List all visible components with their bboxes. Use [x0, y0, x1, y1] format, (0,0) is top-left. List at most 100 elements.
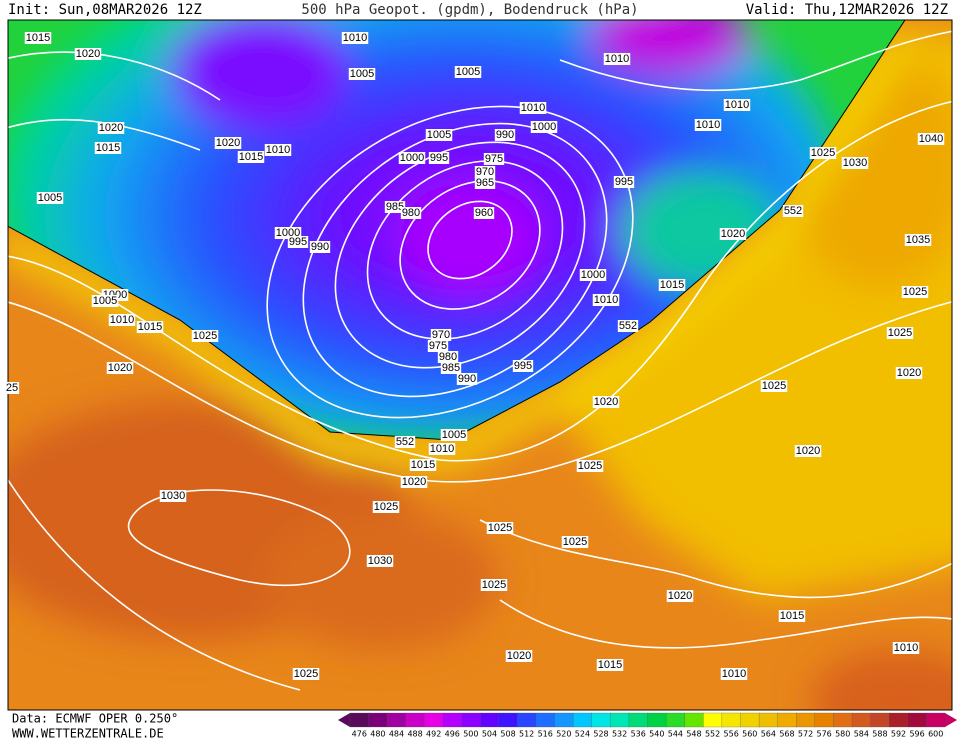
colorbar-label: 492 — [426, 730, 441, 739]
data-source: Data: ECMWF OPER 0.250° — [12, 712, 178, 726]
isobar-label: 552 — [619, 320, 637, 332]
colorbar-label: 512 — [519, 730, 534, 739]
isobar-label-box — [384, 201, 406, 213]
isobar-label-box — [474, 166, 496, 178]
colorbar-cell — [647, 712, 667, 728]
colorbar-cell — [907, 712, 927, 728]
isobar-label: 1020 — [897, 367, 921, 379]
colorbar-cell — [740, 712, 760, 728]
isobar-label-box — [494, 129, 516, 141]
isobars — [8, 30, 952, 691]
colorbar-label: 560 — [742, 730, 757, 739]
colorbar-cell — [926, 712, 946, 728]
colorbar: 476 480 484 488 492 496 500 504 508 512 516 520 524 5… — [338, 712, 957, 739]
isobar-label-box — [519, 102, 547, 114]
isobar-label: 1030 — [368, 555, 392, 567]
colorbar-label: 584 — [854, 730, 869, 739]
isobar-label: 1010 — [894, 642, 918, 654]
isobar-label: 1000 — [581, 269, 605, 281]
isobar-label: 975 — [485, 153, 503, 165]
colorbar-label: 496 — [445, 730, 460, 739]
isobar-label: 980 — [402, 207, 420, 219]
isobar-label-box — [159, 490, 187, 502]
isobar-label: 1010 — [266, 144, 290, 156]
isobar-labels: 1015 1020 1010 1005 1005 1010 1010 1010 1000 1010… — [4, 32, 945, 680]
isobar-label-box — [237, 151, 265, 163]
colorbar-cell — [796, 712, 816, 728]
isobar-label-box — [36, 192, 64, 204]
colorbar-cell — [591, 712, 611, 728]
isobar-label-box — [617, 320, 639, 332]
isobar-label: 1010 — [722, 668, 746, 680]
colorbar-label: 524 — [575, 730, 590, 739]
isobar-label: 970 — [432, 329, 450, 341]
isobar-label-box — [505, 650, 533, 662]
isobar-label-box — [440, 362, 462, 374]
colorbar-label: 520 — [556, 730, 571, 739]
colorbar-label: 500 — [463, 730, 478, 739]
isobar-label: 1000 — [532, 121, 556, 133]
isobar-label-box — [191, 330, 219, 342]
colorbar-cell — [833, 712, 853, 728]
colorbar-label: 564 — [761, 730, 776, 739]
isobar-label-box — [579, 269, 607, 281]
colorbar-arrow-right — [945, 713, 957, 727]
isobar-label-box — [428, 443, 456, 455]
map-frame — [7, 19, 953, 711]
isobar-label-box — [425, 129, 453, 141]
colorbar-label: 588 — [872, 730, 887, 739]
colorbar-cell — [870, 712, 890, 728]
isobar-label-box — [596, 659, 624, 671]
isobar-label: 1015 — [26, 32, 50, 44]
isobar-label-box — [794, 445, 822, 457]
colorbar-label: 532 — [612, 730, 627, 739]
isobar-label: 1020 — [216, 137, 240, 149]
isobar-label-box — [440, 429, 468, 441]
isobar-label-box — [430, 329, 452, 341]
isobar-label-box — [341, 32, 369, 44]
isobar-label: 1020 — [668, 590, 692, 602]
colorbar-cell — [554, 712, 574, 728]
isobar-label: 1020 — [721, 228, 745, 240]
isobar-label-box — [4, 382, 20, 394]
isobar-label: 1040 — [919, 133, 943, 145]
colorbar-cell — [572, 712, 593, 728]
colorbar-cell — [610, 712, 630, 728]
isobar-label: 1015 — [239, 151, 263, 163]
colorbar-cell — [405, 712, 425, 728]
isobar-label-box — [264, 144, 292, 156]
colorbar-cell — [387, 712, 407, 728]
isobar-label-box — [592, 294, 620, 306]
isobar-label-box — [437, 351, 459, 363]
isobar-label: 985 — [442, 362, 460, 374]
isobar-label: 975 — [429, 340, 447, 352]
isobar-label-box — [214, 137, 242, 149]
isobar-label-box — [904, 234, 932, 246]
isobar-label: 1005 — [442, 429, 466, 441]
isobar-label-box — [409, 459, 437, 471]
isobar-label-box — [474, 177, 496, 189]
colorbar-label: 568 — [779, 730, 794, 739]
isobar-label: 552 — [396, 436, 414, 448]
colorbar-cell — [703, 712, 723, 728]
colorbar-cell — [498, 712, 518, 728]
colorbar-label: 592 — [891, 730, 906, 739]
colorbar-label: 528 — [593, 730, 608, 739]
isobar-label: 1005 — [38, 192, 62, 204]
isobar-label-box — [512, 360, 534, 372]
isobar-label-box — [895, 367, 923, 379]
isobar-label: 995 — [289, 236, 307, 248]
isobar-label: 1025 — [482, 579, 506, 591]
isobar-label: 970 — [476, 166, 494, 178]
colorbar-label: 556 — [724, 730, 739, 739]
isobar-label: 1015 — [411, 459, 435, 471]
isobar-label-box — [400, 476, 428, 488]
colorbar-label: 544 — [668, 730, 683, 739]
isobar-label: 995 — [615, 176, 633, 188]
isobar-label: 995 — [514, 360, 532, 372]
isobar-label-box — [666, 590, 694, 602]
isobar-label-box — [576, 460, 604, 472]
isobar-label: 980 — [439, 351, 457, 363]
isobar-label-box — [400, 207, 422, 219]
